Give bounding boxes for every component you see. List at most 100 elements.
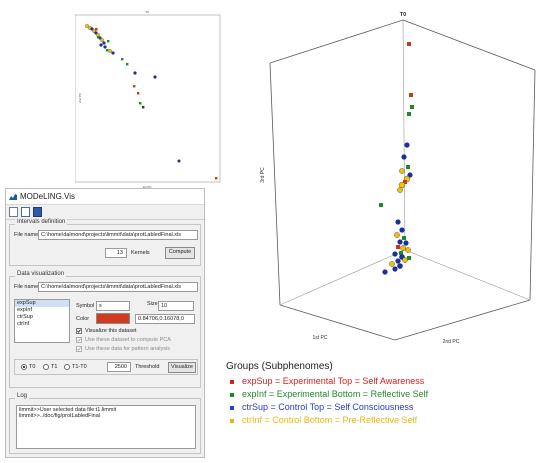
pattern-analysis-checkbox[interactable] xyxy=(76,346,82,352)
point xyxy=(402,257,408,263)
point xyxy=(399,251,403,255)
legend-item-ctrinf: ctrInf = Control Bottom = Pre-Reflective… xyxy=(226,414,546,427)
symbol-input[interactable]: s xyxy=(96,301,130,311)
intervals-file-label: File name xyxy=(14,232,39,238)
point xyxy=(177,159,181,163)
log-panel-title: Log xyxy=(15,393,30,399)
radio-t0[interactable] xyxy=(21,364,27,370)
point xyxy=(407,112,411,116)
threshold-input[interactable]: 2500 xyxy=(107,362,131,372)
point xyxy=(403,240,409,246)
legend-swatch xyxy=(230,418,234,423)
point xyxy=(100,38,104,42)
visualize-dataset-checkbox[interactable] xyxy=(76,328,82,334)
legend-item-expsup: expSup = Experimental Top = Self Awarene… xyxy=(226,375,546,388)
legend-item-text: expSup = Experimental Top = Self Awarene… xyxy=(242,376,425,386)
toolbar xyxy=(6,205,204,220)
point xyxy=(400,245,406,251)
dataset-list-item[interactable]: ctrSup xyxy=(17,314,33,320)
intervals-file-input[interactable]: C:\home\dalmond\projects\limmit\data\pro… xyxy=(38,230,198,240)
compute-button[interactable]: Compute xyxy=(165,247,195,259)
point xyxy=(121,58,124,61)
pca-2d-plot-svg: T0 1st PC 2nd PC xyxy=(75,10,221,189)
kernels-input[interactable]: 13 xyxy=(105,248,127,258)
legend-item-ctrsup: ctrSup = Control Top = Self Consciousnes… xyxy=(226,401,546,414)
pca-2d-ylabel: 2nd PC xyxy=(78,92,82,103)
legend-swatch xyxy=(230,405,234,410)
cube-inner-edges xyxy=(279,19,531,306)
radio-t0-label: T0 xyxy=(29,364,36,370)
point xyxy=(215,177,218,180)
point xyxy=(102,41,106,45)
legend-item-text: ctrInf = Control Bottom = Pre-Reflective… xyxy=(242,415,418,425)
size-input[interactable]: 10 xyxy=(158,301,194,311)
point xyxy=(139,102,142,105)
radio-t1[interactable] xyxy=(43,364,49,370)
point xyxy=(403,180,407,184)
pca-3d-plot: T0 3rd PC 1st PC 2nd PC xyxy=(255,5,550,350)
log-panel: Log limmit>>User selected data file:t1.l… xyxy=(9,393,201,454)
visualization-file-label: File name xyxy=(14,284,39,290)
legend-swatch xyxy=(230,392,234,397)
modeling-vis-window: MODeLING.Vis Intervals definition File n… xyxy=(5,188,205,458)
point xyxy=(133,71,137,75)
cube-box xyxy=(269,19,536,341)
visualization-panel-title: Data visualization xyxy=(15,271,67,277)
compute-pca-checkbox[interactable] xyxy=(76,337,82,343)
visualization-file-input[interactable]: C:\home\dalmond\projects\limmit\data\pro… xyxy=(38,282,198,292)
point xyxy=(108,49,112,53)
radio-t1-t0[interactable] xyxy=(64,364,70,370)
pca-2d-xlabel: 1st PC xyxy=(142,185,152,189)
point xyxy=(382,269,388,275)
point xyxy=(392,251,398,257)
point xyxy=(395,219,401,225)
radio-group-box: T0 T1 T1-T0 2500 Threshold Visualize xyxy=(14,359,198,375)
point xyxy=(406,165,410,169)
color-swatch-button[interactable] xyxy=(96,313,130,324)
dataset-list-item[interactable]: ctrInf xyxy=(17,321,30,327)
point xyxy=(106,49,109,52)
point xyxy=(389,261,395,267)
pca-2d-title: T0 xyxy=(145,10,149,14)
kernels-label: Kernels xyxy=(131,250,150,256)
point xyxy=(397,187,403,193)
log-line: limmit>>User selected data file:t1.limmi… xyxy=(19,407,117,413)
new-file-icon[interactable] xyxy=(9,207,18,217)
save-icon[interactable] xyxy=(33,207,42,217)
point xyxy=(103,45,107,49)
visualize-button[interactable]: Visualize xyxy=(168,362,196,373)
window-title: MODeLING.Vis xyxy=(20,192,75,201)
compute-pca-label: Use these dataset to compute PCA xyxy=(85,337,171,343)
dataset-list-item[interactable]: expInf xyxy=(17,307,32,313)
dataset-list-item[interactable]: expSup xyxy=(15,300,69,307)
point xyxy=(111,51,115,55)
radio-t1-t0-label: T1-T0 xyxy=(72,364,87,370)
point xyxy=(409,93,413,97)
point xyxy=(126,63,129,66)
radio-t1-label: T1 xyxy=(51,364,58,370)
log-textarea[interactable]: limmit>>User selected data file:t1.limmi… xyxy=(16,405,196,449)
point xyxy=(137,92,140,95)
legend-swatch xyxy=(230,379,234,384)
point xyxy=(392,266,398,272)
pca-3d-xlabel: 1st PC xyxy=(312,335,327,341)
legend-item-text: expInf = Experimental Bottom = Reflectiv… xyxy=(242,389,429,399)
point xyxy=(95,28,98,31)
point xyxy=(407,42,411,46)
dataset-list[interactable]: expSup expInf ctrSup ctrInf xyxy=(14,299,70,343)
point xyxy=(394,232,400,238)
log-line: limmit>>../doc/fig/protLabledFinal xyxy=(19,413,101,419)
pca-3d-ylabel: 2nd PC xyxy=(443,339,460,345)
pca-3d-zlabel: 3rd PC xyxy=(260,167,266,183)
point xyxy=(405,247,411,253)
pca-3d-plot-svg: T0 3rd PC 1st PC 2nd PC xyxy=(260,12,536,345)
point xyxy=(133,85,136,88)
point xyxy=(97,36,100,39)
copy-icon[interactable] xyxy=(21,207,30,217)
point xyxy=(404,142,410,148)
point xyxy=(396,245,400,249)
point xyxy=(398,181,406,189)
color-value-input[interactable]: 0.84706,0.16078,0 xyxy=(135,314,195,324)
pca-2d-points xyxy=(85,24,218,180)
symbol-label: Symbol xyxy=(76,303,95,309)
